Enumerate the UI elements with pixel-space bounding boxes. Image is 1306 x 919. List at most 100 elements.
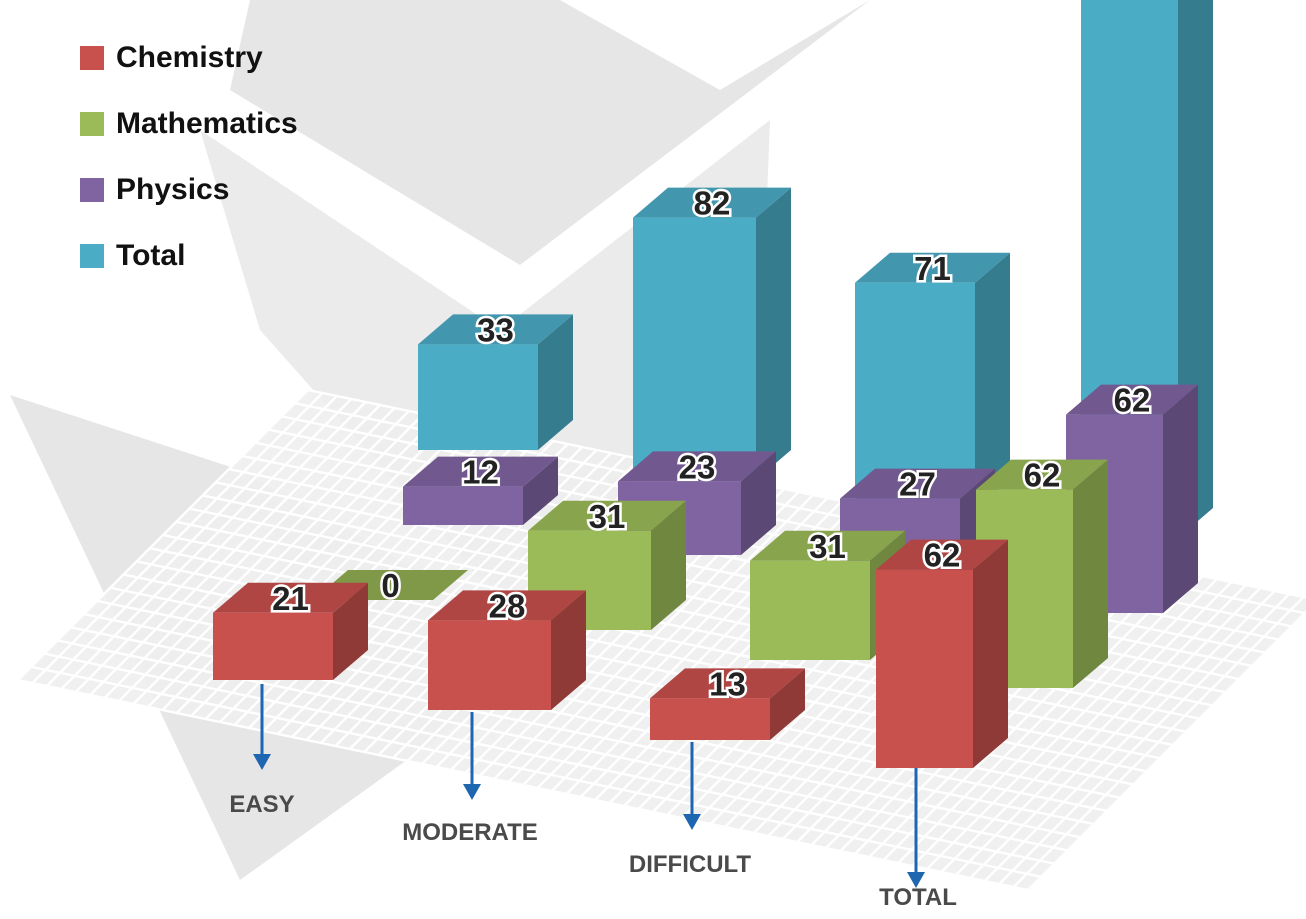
bar-total-easy: 33 <box>418 309 573 450</box>
bar-top-face <box>403 456 558 487</box>
data-label-mathematics-easy: 0 <box>381 567 399 604</box>
grid-line <box>60 398 353 690</box>
bars-group: 33827118612232762031316221281362 <box>213 0 1213 768</box>
bar-side-face <box>523 456 558 525</box>
bar-front-face <box>428 620 551 710</box>
bar-front-face <box>403 486 523 525</box>
grid-line <box>103 407 396 699</box>
legend-swatch-physics <box>80 178 104 202</box>
grid-line <box>940 581 1233 873</box>
bar-top-face <box>855 252 1010 283</box>
legend-item-total: Total <box>80 238 298 274</box>
bar-top-face <box>840 468 995 499</box>
bar-side-face <box>1163 384 1198 613</box>
data-label-chemistry-easy: 21 <box>272 580 309 617</box>
legend-item-mathematics: Mathematics <box>80 106 298 142</box>
grid-line <box>911 575 1204 867</box>
data-label-physics-easy: 12 <box>462 454 499 491</box>
grid-line <box>998 593 1290 885</box>
bar-side-face <box>1073 459 1108 688</box>
bar-side-face <box>333 582 368 680</box>
data-label-mathematics-moderate: 31 <box>589 498 626 535</box>
bar-side-face <box>973 539 1008 768</box>
legend-swatch-chemistry <box>80 46 104 70</box>
bar-side-face <box>651 500 686 630</box>
bar-top-face <box>976 459 1108 490</box>
data-label-total-easy: 33 <box>477 311 514 348</box>
arrow-head <box>683 814 701 830</box>
bar-chemistry-difficult: 13 <box>650 663 805 740</box>
category-label-difficult: DIFFICULT <box>629 851 752 878</box>
bar-chemistry-easy: 21 <box>213 577 368 680</box>
bar-top-face <box>1066 384 1198 415</box>
data-label-physics-moderate: 23 <box>679 448 716 485</box>
grid-line <box>147 416 439 708</box>
category-arrow-easy <box>253 684 271 770</box>
category-arrow-total <box>907 766 925 888</box>
grid-line <box>161 419 454 711</box>
category-arrow-moderate <box>463 712 481 800</box>
bar-physics-easy: 12 <box>403 451 558 525</box>
category-arrow-difficult <box>683 742 701 830</box>
bar-chemistry-total: 62 <box>876 534 1008 768</box>
legend-item-physics: Physics <box>80 172 298 208</box>
bar-top-face <box>428 590 586 621</box>
data-label-chemistry-total: 62 <box>924 537 961 574</box>
grid-line <box>89 404 381 696</box>
grid-line <box>74 401 367 693</box>
grid-line <box>926 578 1218 870</box>
data-label-physics-total: 62 <box>1114 382 1151 419</box>
bar-total-moderate: 82 <box>633 182 791 480</box>
data-label-chemistry-difficult: 13 <box>709 665 746 702</box>
grid-line <box>868 566 1161 858</box>
bar-top-face <box>528 500 686 531</box>
bar-top-face <box>650 668 805 699</box>
bar-front-face <box>213 612 333 680</box>
grid-line <box>522 494 814 786</box>
legend-label-chemistry: Chemistry <box>116 41 263 74</box>
bar-top-face <box>750 530 905 561</box>
bar-front-face <box>633 217 756 480</box>
legend-swatch-mathematics <box>80 112 104 136</box>
bar-side-face <box>975 252 1010 511</box>
category-label-total: TOTAL <box>879 884 957 911</box>
grid-line <box>31 392 324 684</box>
bar-top-face <box>633 187 791 218</box>
grid-line <box>955 584 1247 876</box>
grid-line <box>882 569 1175 861</box>
grid-line <box>17 389 309 681</box>
bar-front-face <box>418 344 538 450</box>
grid-line <box>132 413 425 705</box>
bar-top-face <box>418 314 573 345</box>
grid-line <box>46 395 338 687</box>
data-label-total-moderate: 82 <box>694 185 731 222</box>
bar-top-face <box>213 582 368 613</box>
bar-front-face <box>650 698 770 740</box>
bar-top-face <box>876 539 1008 570</box>
grid-line <box>1027 610 1306 891</box>
legend-label-total: Total <box>116 239 186 272</box>
arrow-head <box>253 754 271 770</box>
data-label-physics-difficult: 27 <box>899 466 936 503</box>
grid-line <box>969 587 1262 879</box>
bar-side-face <box>756 187 791 480</box>
bar-top-face <box>618 451 776 482</box>
data-label-total-difficult: 71 <box>914 250 951 287</box>
data-label-mathematics-total: 62 <box>1024 457 1061 494</box>
bar-side-face <box>551 590 586 710</box>
bar-front-face <box>876 569 973 768</box>
bar-chemistry-moderate: 28 <box>428 585 586 710</box>
grid-line <box>118 410 410 702</box>
legend-label-mathematics: Mathematics <box>116 107 298 140</box>
legend-label-physics: Physics <box>116 173 230 206</box>
legend-swatch-total <box>80 244 104 268</box>
data-label-chemistry-moderate: 28 <box>489 587 526 624</box>
bar-side-face <box>770 668 805 740</box>
legend: Chemistry Mathematics Physics Total <box>80 40 298 304</box>
arrow-head <box>907 872 925 888</box>
arrow-head <box>463 784 481 800</box>
bar-front-face <box>855 282 975 510</box>
bar-total-difficult: 71 <box>855 247 1010 511</box>
bar-front-face <box>750 560 870 660</box>
